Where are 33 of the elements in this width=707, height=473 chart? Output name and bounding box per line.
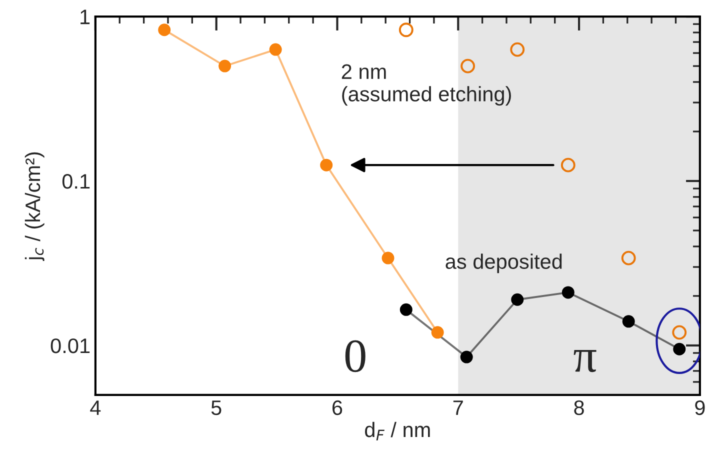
point xyxy=(562,286,574,299)
y-tick-label: 1 xyxy=(80,10,90,24)
point xyxy=(400,303,412,316)
point xyxy=(622,315,635,328)
point xyxy=(672,325,687,340)
annotation: 2 nm (assumed etching) xyxy=(342,64,511,106)
series-label: as deposited xyxy=(446,254,562,274)
point xyxy=(320,158,333,172)
point xyxy=(398,22,414,38)
x-axis-title: d$_{F}$ / nm xyxy=(365,422,430,440)
x-tick-label: 7 xyxy=(453,400,463,415)
x-tick-label: 4 xyxy=(90,400,101,415)
x-tick-label: 9 xyxy=(695,400,705,416)
point xyxy=(673,342,686,356)
point xyxy=(382,252,394,264)
y-tick-label: 0.01 xyxy=(50,338,90,354)
y-tick-label: 0.1 xyxy=(62,174,90,189)
point xyxy=(511,293,524,306)
point xyxy=(431,326,444,339)
x-tick-label: 5 xyxy=(211,400,222,416)
point xyxy=(460,350,473,364)
point xyxy=(269,43,282,56)
point xyxy=(218,60,232,72)
x-tick-label: 8 xyxy=(574,400,584,416)
point xyxy=(158,24,171,36)
annotation: 0 xyxy=(345,340,366,372)
point xyxy=(460,58,476,74)
point xyxy=(560,158,576,172)
point xyxy=(621,250,636,266)
x-tick-label: 6 xyxy=(332,400,342,416)
y-axis-title: j$_{c}$ / (kA/cm²) xyxy=(24,152,44,262)
annotation: π xyxy=(574,350,596,372)
point xyxy=(510,42,525,57)
